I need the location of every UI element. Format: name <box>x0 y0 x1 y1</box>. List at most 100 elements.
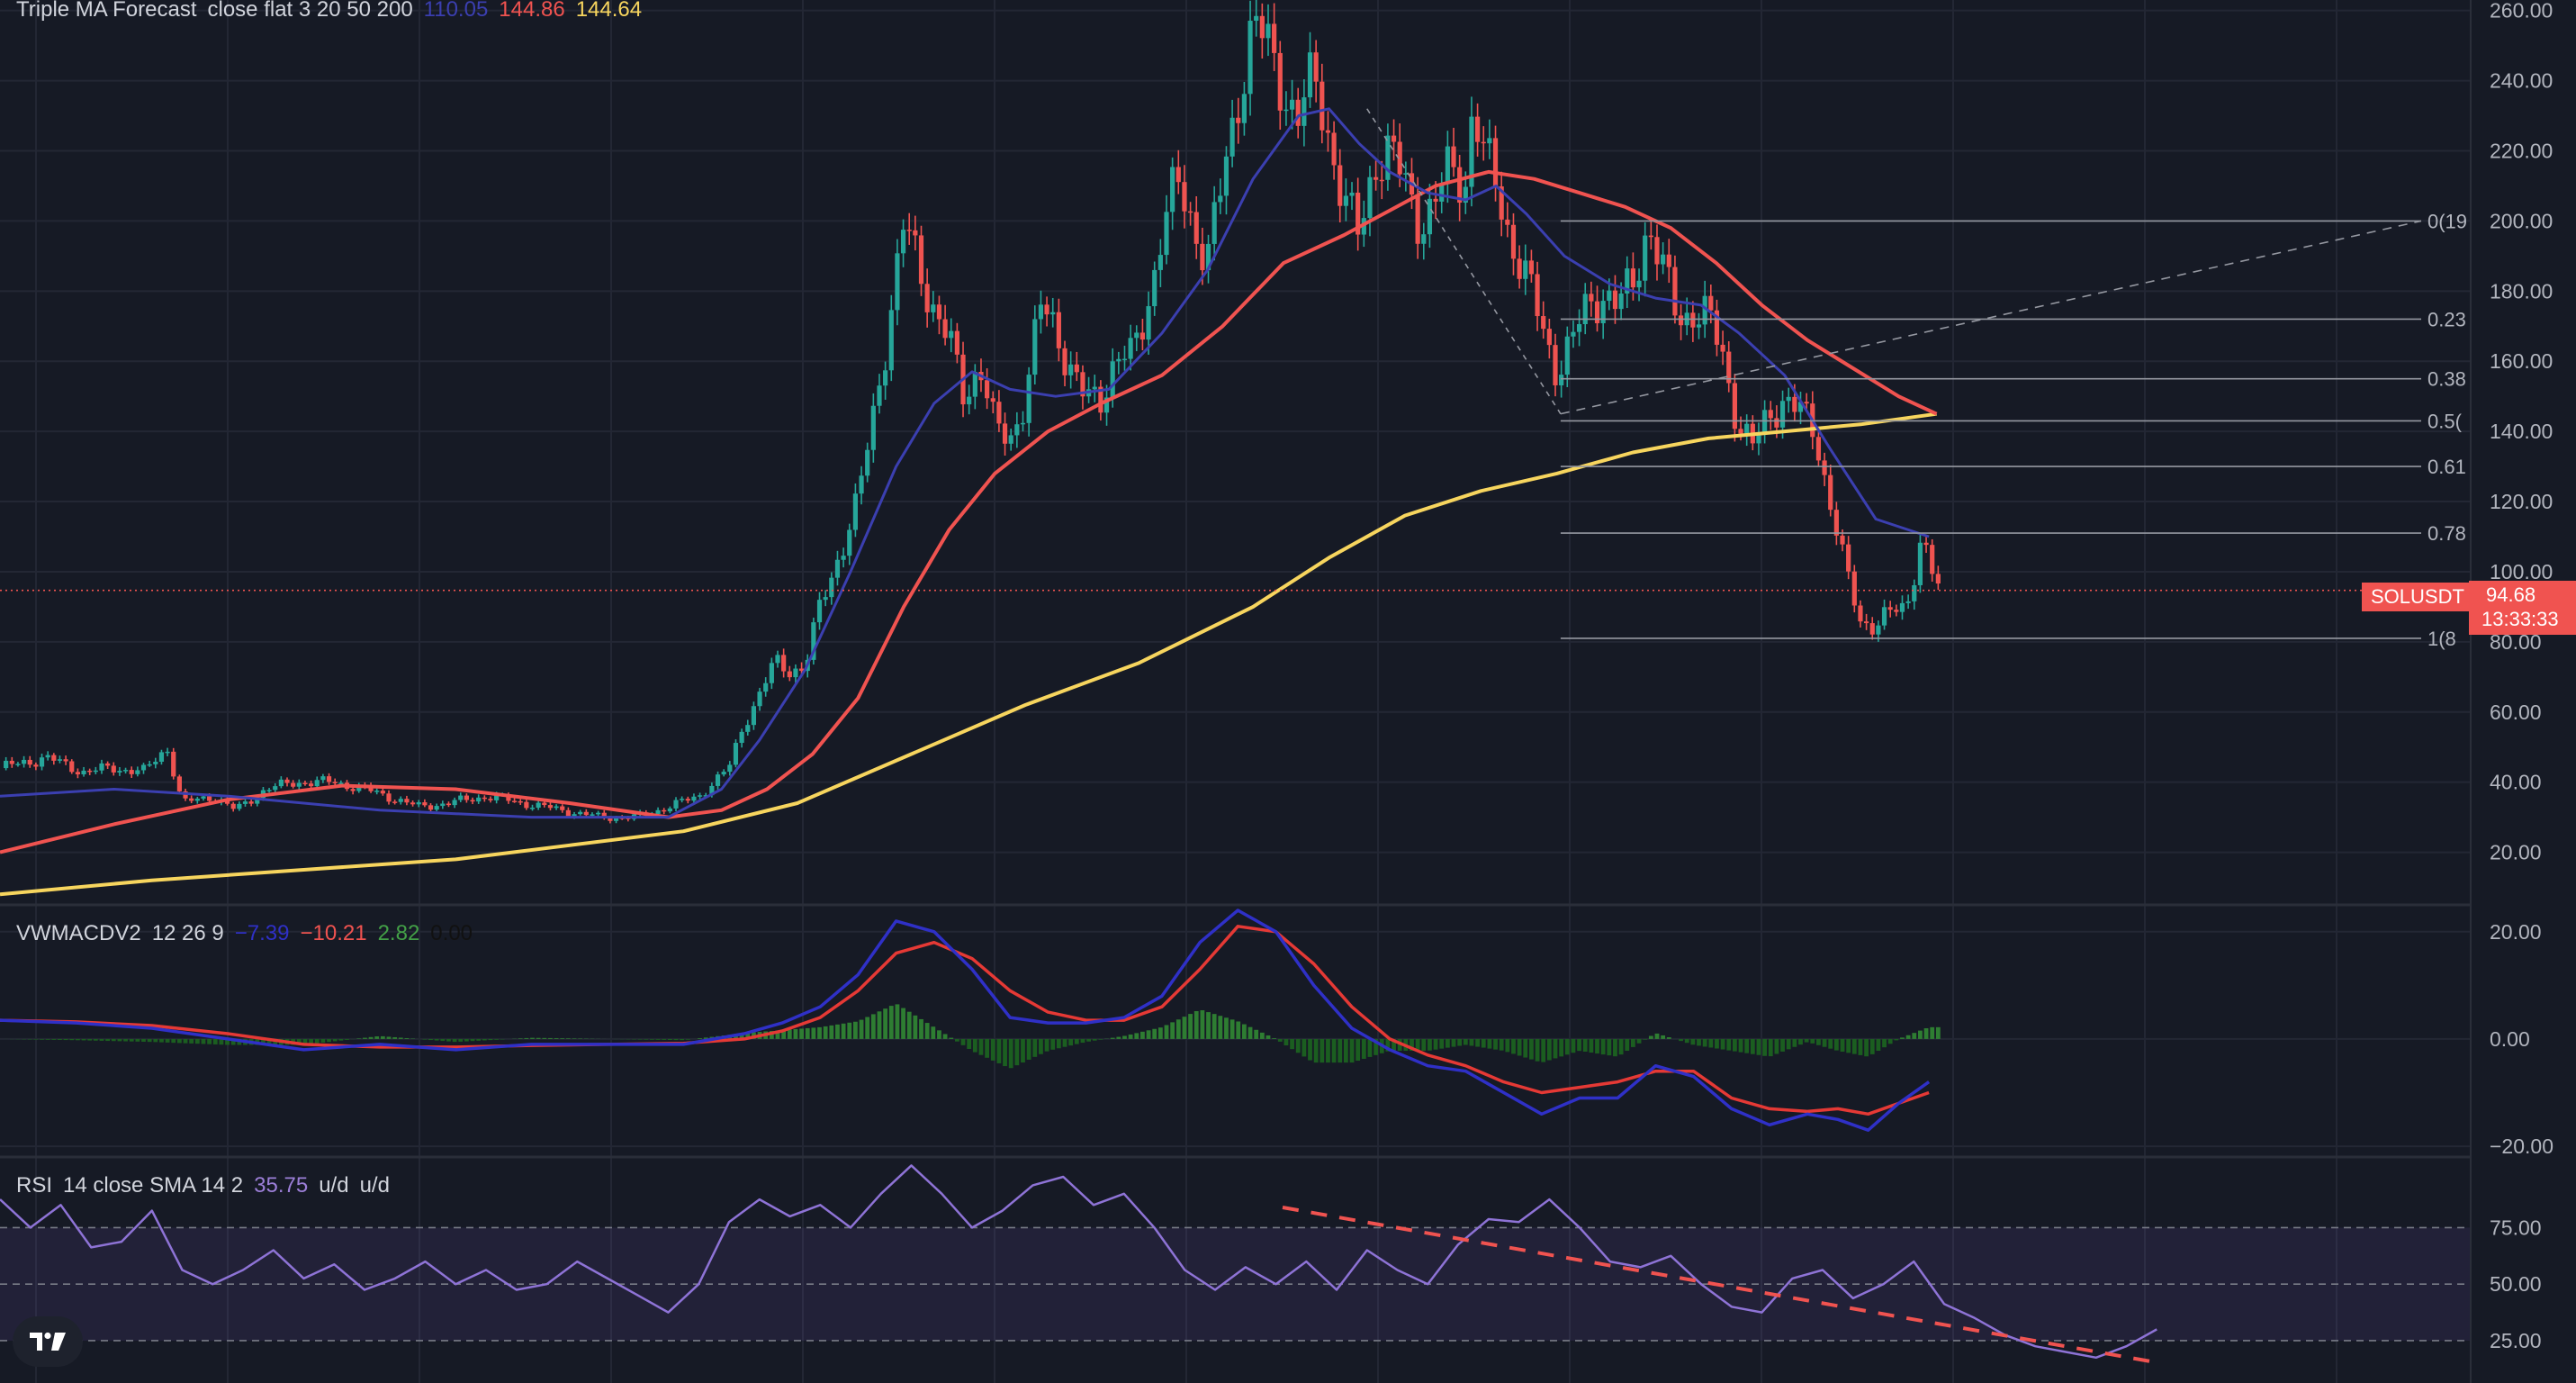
histogram-bar <box>1511 1038 1516 1054</box>
histogram-bar <box>1098 1038 1103 1040</box>
histogram-bar <box>1762 1038 1768 1056</box>
histogram-bar <box>183 1038 188 1044</box>
macd-pane[interactable] <box>0 908 1941 1132</box>
candle-body <box>9 760 14 764</box>
candle-body <box>111 765 116 773</box>
histogram-bar <box>1188 1014 1193 1039</box>
candle-body <box>949 330 954 339</box>
histogram-bar <box>147 1038 152 1043</box>
candle-body <box>386 793 392 802</box>
candle-body <box>1732 383 1737 429</box>
candle-body <box>834 559 841 578</box>
current-price-tag: 94.68 13:33:33 <box>2469 581 2576 635</box>
histogram-bar <box>1493 1038 1498 1050</box>
rsi-tick-label: 25.00 <box>2490 1329 2542 1352</box>
price-axis[interactable]: 260.00 240.00 220.00 200.00 180.00 160.00 140.… <box>2470 0 2576 1383</box>
candle-body <box>207 796 212 801</box>
ma20-line <box>0 107 1930 819</box>
histogram-bar <box>1290 1038 1294 1050</box>
candle-body <box>1218 195 1223 203</box>
histogram-bar <box>1259 1032 1265 1039</box>
candle-body <box>1696 324 1702 328</box>
histogram-bar <box>1206 1012 1211 1039</box>
rsi-tick-label: 50.00 <box>2490 1272 2542 1296</box>
histogram-bar <box>1152 1028 1157 1039</box>
axis-background <box>2471 0 2576 1383</box>
histogram-bar <box>1535 1038 1540 1062</box>
candle-body <box>1157 255 1163 270</box>
histogram-bar <box>662 1038 667 1040</box>
histogram-bar <box>1517 1038 1522 1056</box>
candle-body <box>1887 607 1893 610</box>
candle-body <box>685 799 690 801</box>
histogram-bar <box>81 1038 86 1041</box>
histogram-bar <box>212 1038 218 1044</box>
price-pane[interactable]: 0(19 0.23 0.38 0.5(0.61 0.78 1(8 <box>0 0 2471 897</box>
histogram-bar <box>530 1037 535 1039</box>
histogram-bar <box>1110 1037 1115 1039</box>
rsi-line <box>0 1164 2157 1360</box>
candle-body <box>1289 99 1295 110</box>
histogram-bar <box>895 1004 900 1039</box>
histogram-bar <box>225 1038 230 1045</box>
candle-body <box>601 812 607 818</box>
candle-body <box>1625 268 1630 294</box>
grid-lines <box>0 0 2471 1383</box>
histogram-bar <box>1618 1038 1624 1055</box>
histogram-bar <box>637 1038 643 1040</box>
candle-body <box>224 800 230 804</box>
signal-value: −10.21 <box>300 921 367 945</box>
candle-body <box>1254 15 1259 22</box>
candle-body <box>1738 429 1743 434</box>
candle-body <box>171 751 176 777</box>
histogram-bar <box>817 1026 822 1039</box>
candle-body <box>296 782 302 787</box>
price-tick-label: 40.00 <box>2490 771 2542 794</box>
candle-body <box>1797 402 1804 412</box>
histogram-bar <box>1900 1037 1905 1039</box>
candle-body <box>709 785 715 796</box>
histogram-value: 2.82 <box>377 921 420 945</box>
histogram-bar <box>1469 1038 1474 1046</box>
histogram-bar <box>1894 1038 1899 1041</box>
candle-body <box>877 385 882 406</box>
candle-body <box>506 794 511 801</box>
candle-body <box>1068 364 1074 375</box>
candle-body <box>51 755 57 761</box>
histogram-bar <box>1157 1027 1163 1039</box>
candle-body <box>1930 545 1935 574</box>
candle-body <box>1211 202 1217 244</box>
histogram-bar <box>1559 1038 1564 1057</box>
histogram-bar <box>937 1030 941 1039</box>
histogram-bar <box>1715 1038 1719 1049</box>
price-tick-label: 60.00 <box>2490 701 2542 724</box>
histogram-bar <box>1541 1038 1546 1062</box>
candle-body <box>99 763 104 771</box>
histogram-bar <box>1175 1019 1181 1039</box>
candle-body <box>1056 312 1061 348</box>
histogram-bar <box>1074 1038 1079 1044</box>
candle-body <box>1080 372 1085 397</box>
histogram-bar <box>1887 1038 1893 1044</box>
histogram-bar <box>1546 1038 1552 1061</box>
tradingview-logo-icon[interactable] <box>13 1316 83 1367</box>
histogram-bar <box>1708 1038 1714 1048</box>
fib-level-label: 1(8 <box>2427 628 2456 650</box>
histogram-bar <box>1690 1038 1696 1045</box>
histogram-bar <box>990 1038 995 1061</box>
candle-body <box>1661 254 1666 265</box>
histogram-bar <box>464 1038 469 1042</box>
histogram-bar <box>123 1038 128 1042</box>
histogram-bar <box>356 1038 362 1039</box>
histogram-bar <box>1858 1038 1863 1055</box>
histogram-bar <box>841 1023 846 1039</box>
histogram-bar <box>332 1038 338 1042</box>
histogram-bar <box>302 1038 308 1045</box>
rsi-pane[interactable] <box>0 1164 2471 1364</box>
histogram-bar <box>1833 1038 1839 1051</box>
candle-body <box>1200 243 1205 271</box>
histogram-bar <box>69 1038 75 1041</box>
candle-body <box>1804 402 1809 404</box>
histogram-bar <box>793 1028 798 1039</box>
